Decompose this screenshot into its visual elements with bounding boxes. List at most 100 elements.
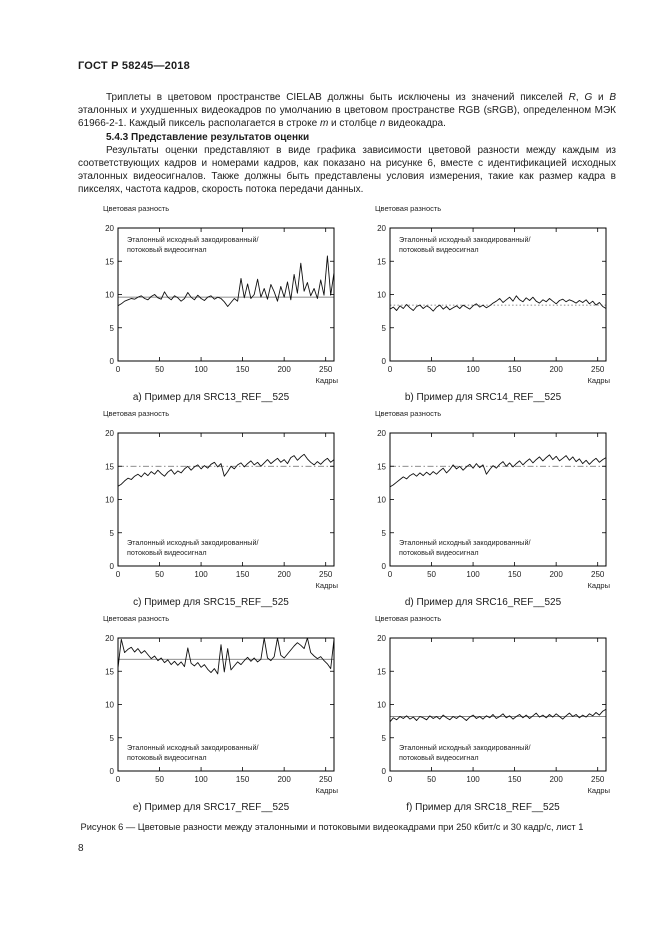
y-tick-label: 15	[377, 257, 386, 266]
y-tick-label: 0	[110, 357, 115, 366]
chart-f-src18: Цветовая разность 0 50 100 150 200 250 0 5 10 15 2…	[348, 614, 618, 813]
series-annotation: Эталонный исходный закодированный/	[399, 743, 530, 752]
data-series-line	[117, 255, 335, 307]
y-tick-label: 20	[377, 429, 386, 438]
y-tick-label: 10	[377, 496, 386, 505]
chart-caption: е) Пример для SRC17_REF__525	[132, 802, 290, 813]
section-heading-5-4-3: 5.4.3 Представление результатов оценки	[106, 131, 310, 143]
x-axis-title: Кадры	[316, 376, 338, 385]
series-annotation: Эталонный исходный закодированный/	[127, 538, 258, 547]
y-tick-label: 5	[382, 734, 387, 743]
y-tick-label: 0	[110, 562, 115, 571]
chart-c-src15: Цветовая разность 0 50 100 150 200 250 0 5 10 15 2…	[76, 409, 346, 608]
x-tick-label: 100	[466, 365, 480, 374]
x-tick-label: 0	[388, 775, 393, 784]
chart-y-axis-title: Цветовая разность	[375, 204, 442, 213]
body-text: Триплеты в цветовом пространстве CIELAB …	[78, 91, 616, 197]
chart-plot-area: 0 50 100 150 200 250 0 5 10 15 20 Эталонный исходны…	[105, 634, 338, 795]
chart-plot-area: 0 50 100 150 200 250 0 5 10 15 20 Эталонный исходны…	[105, 429, 338, 590]
y-tick-label: 15	[377, 667, 386, 676]
y-tick-label: 5	[382, 324, 387, 333]
chart-e-src17: Цветовая разность 0 50 100 150 200 250 0 5 10 15 2…	[76, 614, 346, 813]
x-tick-label: 150	[236, 570, 250, 579]
x-tick-label: 0	[116, 365, 121, 374]
y-tick-label: 20	[105, 224, 114, 233]
chart-plot-area: 0 50 100 150 200 250 0 5 10 15 20 Эталонный исходны…	[105, 224, 338, 385]
x-tick-label: 50	[427, 775, 436, 784]
x-tick-label: 150	[508, 570, 522, 579]
y-tick-label: 10	[105, 496, 114, 505]
x-tick-label: 200	[277, 365, 291, 374]
y-tick-label: 10	[105, 291, 114, 300]
y-tick-label: 5	[110, 324, 115, 333]
x-tick-label: 200	[549, 775, 563, 784]
series-annotation: потоковый видеосигнал	[127, 548, 207, 557]
chart-plot-area: 0 50 100 150 200 250 0 5 10 15 20 Эталонный исходны…	[377, 224, 610, 385]
data-series-line	[389, 295, 607, 312]
y-tick-label: 15	[105, 257, 114, 266]
chart-y-axis-title: Цветовая разность	[103, 204, 170, 213]
x-tick-label: 50	[155, 570, 164, 579]
x-tick-label: 200	[549, 570, 563, 579]
y-tick-label: 0	[382, 562, 387, 571]
y-tick-label: 5	[110, 734, 115, 743]
y-tick-label: 15	[105, 667, 114, 676]
x-tick-label: 50	[427, 365, 436, 374]
chart-y-axis-title: Цветовая разность	[103, 409, 170, 418]
chart-caption: с) Пример для SRC15_REF__525	[133, 597, 289, 608]
x-tick-label: 250	[319, 365, 333, 374]
data-series-line	[389, 708, 607, 723]
chart-a-src13: Цветовая разность 0 50 100 150 200 250 0 5 10 15 2…	[76, 204, 346, 403]
x-tick-label: 150	[508, 775, 522, 784]
x-tick-label: 0	[116, 570, 121, 579]
series-annotation: Эталонный исходный закодированный/	[127, 235, 258, 244]
series-annotation: Эталонный исходный закодированный/	[399, 538, 530, 547]
x-axis-title: Кадры	[316, 786, 338, 795]
x-tick-label: 150	[508, 365, 522, 374]
x-tick-label: 100	[466, 570, 480, 579]
chart-caption: а) Пример для SRC13_REF__525	[132, 392, 290, 403]
data-series-line	[389, 454, 607, 488]
x-tick-label: 0	[116, 775, 121, 784]
figure-6-caption: Рисунок 6 — Цветовые разности между этал…	[80, 822, 584, 832]
document-header: ГОСТ Р 58245—2018	[78, 60, 190, 72]
paragraph-triplets: Триплеты в цветовом пространстве CIELAB …	[78, 92, 616, 130]
x-axis-title: Кадры	[588, 581, 610, 590]
y-tick-label: 10	[377, 291, 386, 300]
y-tick-label: 5	[382, 529, 387, 538]
series-annotation: потоковый видеосигнал	[127, 245, 207, 254]
x-tick-label: 50	[155, 775, 164, 784]
chart-caption: f) Пример для SRC18_REF__525	[406, 802, 560, 813]
series-annotation: Эталонный исходный закодированный/	[399, 235, 530, 244]
series-annotation: потоковый видеосигнал	[399, 753, 479, 762]
y-tick-label: 5	[110, 529, 115, 538]
x-tick-label: 0	[388, 570, 393, 579]
x-tick-label: 200	[277, 570, 291, 579]
x-tick-label: 100	[194, 775, 208, 784]
y-tick-label: 0	[382, 767, 387, 776]
series-annotation: потоковый видеосигнал	[399, 245, 479, 254]
chart-y-axis-title: Цветовая разность	[375, 614, 442, 623]
chart-caption: d) Пример для SRC16_REF__525	[404, 597, 562, 608]
x-tick-label: 100	[194, 570, 208, 579]
chart-plot-area: 0 50 100 150 200 250 0 5 10 15 20 Эталонный исходны…	[377, 634, 610, 795]
x-tick-label: 0	[388, 365, 393, 374]
y-tick-label: 10	[377, 701, 386, 710]
x-tick-label: 250	[591, 775, 605, 784]
y-tick-label: 20	[377, 224, 386, 233]
figure-6-charts-grid: Цветовая разность 0 50 100 150 200 250 0 5 10 15 2…	[76, 204, 618, 813]
x-tick-label: 50	[155, 365, 164, 374]
y-tick-label: 0	[382, 357, 387, 366]
x-tick-label: 50	[427, 570, 436, 579]
y-tick-label: 20	[105, 634, 114, 643]
series-annotation: потоковый видеосигнал	[127, 753, 207, 762]
x-tick-label: 100	[466, 775, 480, 784]
x-tick-label: 250	[591, 570, 605, 579]
data-series-line	[117, 453, 335, 487]
y-tick-label: 15	[105, 462, 114, 471]
y-tick-label: 10	[105, 701, 114, 710]
series-annotation: Эталонный исходный закодированный/	[127, 743, 258, 752]
paragraph-results: Результаты оценки представляют в виде гр…	[78, 144, 616, 196]
x-tick-label: 250	[319, 775, 333, 784]
